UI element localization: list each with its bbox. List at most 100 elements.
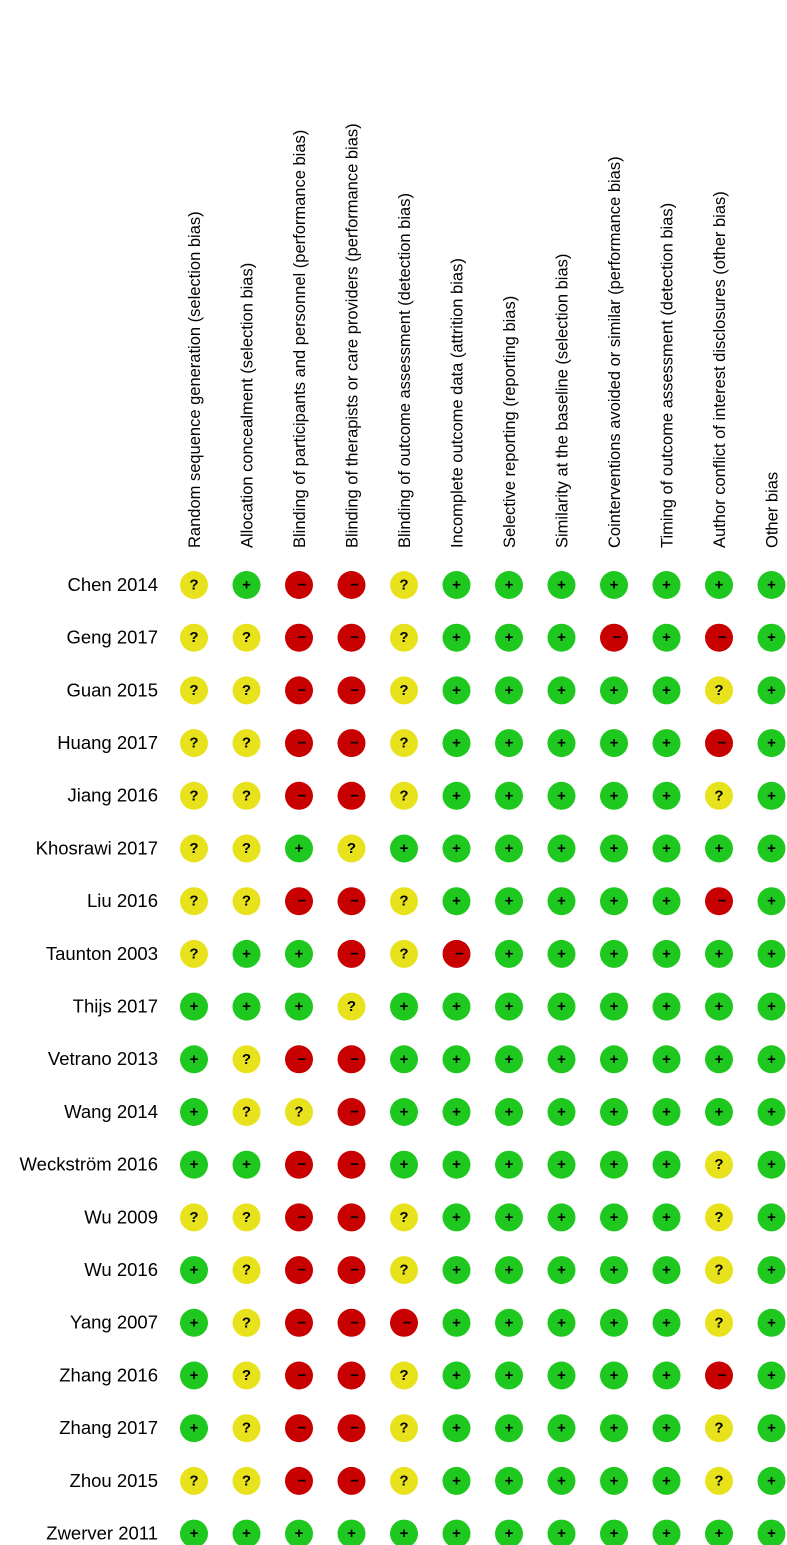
risk-circle — [180, 676, 208, 705]
risk-circle — [232, 1098, 261, 1126]
risk-symbol: ? — [294, 1104, 303, 1121]
risk-circle — [600, 1519, 628, 1545]
risk-symbol: + — [452, 787, 461, 804]
risk-circle — [285, 1150, 313, 1179]
risk-symbol: + — [242, 1156, 251, 1173]
risk-circle — [390, 1045, 418, 1074]
study-label: Yang 2007 — [70, 1312, 158, 1333]
study-label: Weckström 2016 — [20, 1154, 158, 1175]
column-header: Incomplete outcome data (attrition bias) — [449, 258, 467, 548]
risk-circle — [600, 1414, 628, 1443]
risk-symbol: + — [557, 1367, 566, 1384]
risk-symbol: + — [610, 1525, 619, 1542]
risk-symbol: + — [610, 945, 619, 962]
risk-symbol: + — [452, 629, 461, 646]
risk-symbol: ? — [189, 682, 198, 699]
risk-symbol: ? — [242, 787, 251, 804]
risk-circle — [442, 1098, 471, 1126]
risk-circle — [180, 1150, 208, 1179]
risk-symbol: ? — [399, 787, 408, 804]
risk-circle — [180, 834, 208, 863]
risk-symbol: ? — [189, 1209, 198, 1226]
risk-circle — [705, 992, 733, 1021]
risk-symbol: + — [452, 840, 461, 857]
risk-circle — [600, 729, 628, 758]
risk-symbol: ? — [242, 735, 251, 752]
risk-circle — [232, 1150, 261, 1179]
risk-symbol: ? — [399, 893, 408, 910]
column-header: Timing of outcome assessment (detection … — [659, 203, 677, 548]
risk-symbol: + — [662, 787, 671, 804]
risk-symbol: − — [298, 629, 307, 646]
risk-circle — [652, 939, 681, 968]
risk-circle — [180, 1361, 208, 1390]
risk-symbol: − — [718, 735, 727, 752]
risk-symbol: ? — [242, 1262, 251, 1279]
risk-circle — [547, 1466, 576, 1495]
risk-symbol: + — [662, 1156, 671, 1173]
risk-circle — [757, 571, 786, 599]
risk-circle — [337, 1519, 366, 1545]
risk-circle — [757, 676, 786, 705]
risk-circle — [600, 1466, 628, 1495]
risk-symbol: + — [662, 1472, 671, 1489]
risk-circle — [495, 1466, 523, 1495]
risk-symbol: + — [557, 840, 566, 857]
risk-symbol: ? — [242, 1051, 251, 1068]
risk-symbol: + — [505, 1314, 514, 1331]
risk-symbol: + — [452, 1209, 461, 1226]
risk-symbol: − — [350, 1156, 359, 1173]
risk-symbol: + — [295, 840, 304, 857]
risk-symbol: + — [190, 1051, 199, 1068]
risk-symbol: ? — [399, 682, 408, 699]
risk-circle — [705, 1045, 733, 1074]
risk-symbol: ? — [189, 1472, 198, 1489]
risk-circle — [652, 1519, 681, 1545]
risk-symbol: + — [662, 893, 671, 910]
column-header: Selective reporting (reporting bias) — [501, 296, 519, 548]
risk-symbol: − — [298, 787, 307, 804]
risk-circle — [652, 1308, 681, 1337]
risk-circle — [285, 571, 313, 599]
column-header: Similarity at the baseline (selection bi… — [554, 254, 572, 548]
risk-symbol: + — [190, 1367, 199, 1384]
risk-circle — [600, 1150, 628, 1179]
risk-circle — [180, 729, 208, 758]
risk-symbol: + — [505, 577, 514, 594]
risk-circle — [442, 939, 471, 968]
risk-circle — [442, 1361, 471, 1390]
risk-symbol: + — [767, 1051, 776, 1068]
risk-symbol: + — [767, 998, 776, 1015]
risk-circle — [757, 1256, 786, 1285]
risk-circle — [705, 729, 733, 758]
column-header: Cointerventions avoided or similar (perf… — [606, 156, 624, 548]
risk-symbol: − — [350, 682, 359, 699]
risk-symbol: ? — [399, 1209, 408, 1226]
risk-circle — [232, 729, 261, 758]
risk-symbol: + — [610, 1472, 619, 1489]
risk-circle — [757, 1519, 786, 1545]
risk-circle — [232, 992, 261, 1021]
risk-symbol: + — [610, 1104, 619, 1121]
risk-symbol: + — [295, 1525, 304, 1542]
risk-symbol: + — [452, 1262, 461, 1279]
risk-symbol: − — [350, 945, 359, 962]
risk-circle — [285, 939, 313, 968]
risk-circle — [600, 1308, 628, 1337]
risk-circle — [757, 1414, 786, 1443]
risk-symbol: ? — [714, 1420, 723, 1437]
study-label: Wu 2016 — [84, 1259, 158, 1280]
risk-symbol: − — [298, 682, 307, 699]
risk-circle — [495, 1203, 523, 1232]
risk-circle — [337, 1414, 366, 1443]
study-label: Huang 2017 — [57, 732, 158, 753]
risk-symbol: + — [610, 840, 619, 857]
risk-circle — [232, 834, 261, 863]
risk-symbol: + — [295, 998, 304, 1015]
risk-symbol: + — [767, 1156, 776, 1173]
risk-symbol: + — [715, 840, 724, 857]
risk-symbol: ? — [714, 1262, 723, 1279]
risk-symbol: + — [557, 1104, 566, 1121]
risk-symbol: ? — [399, 577, 408, 594]
risk-circle — [180, 1045, 208, 1074]
